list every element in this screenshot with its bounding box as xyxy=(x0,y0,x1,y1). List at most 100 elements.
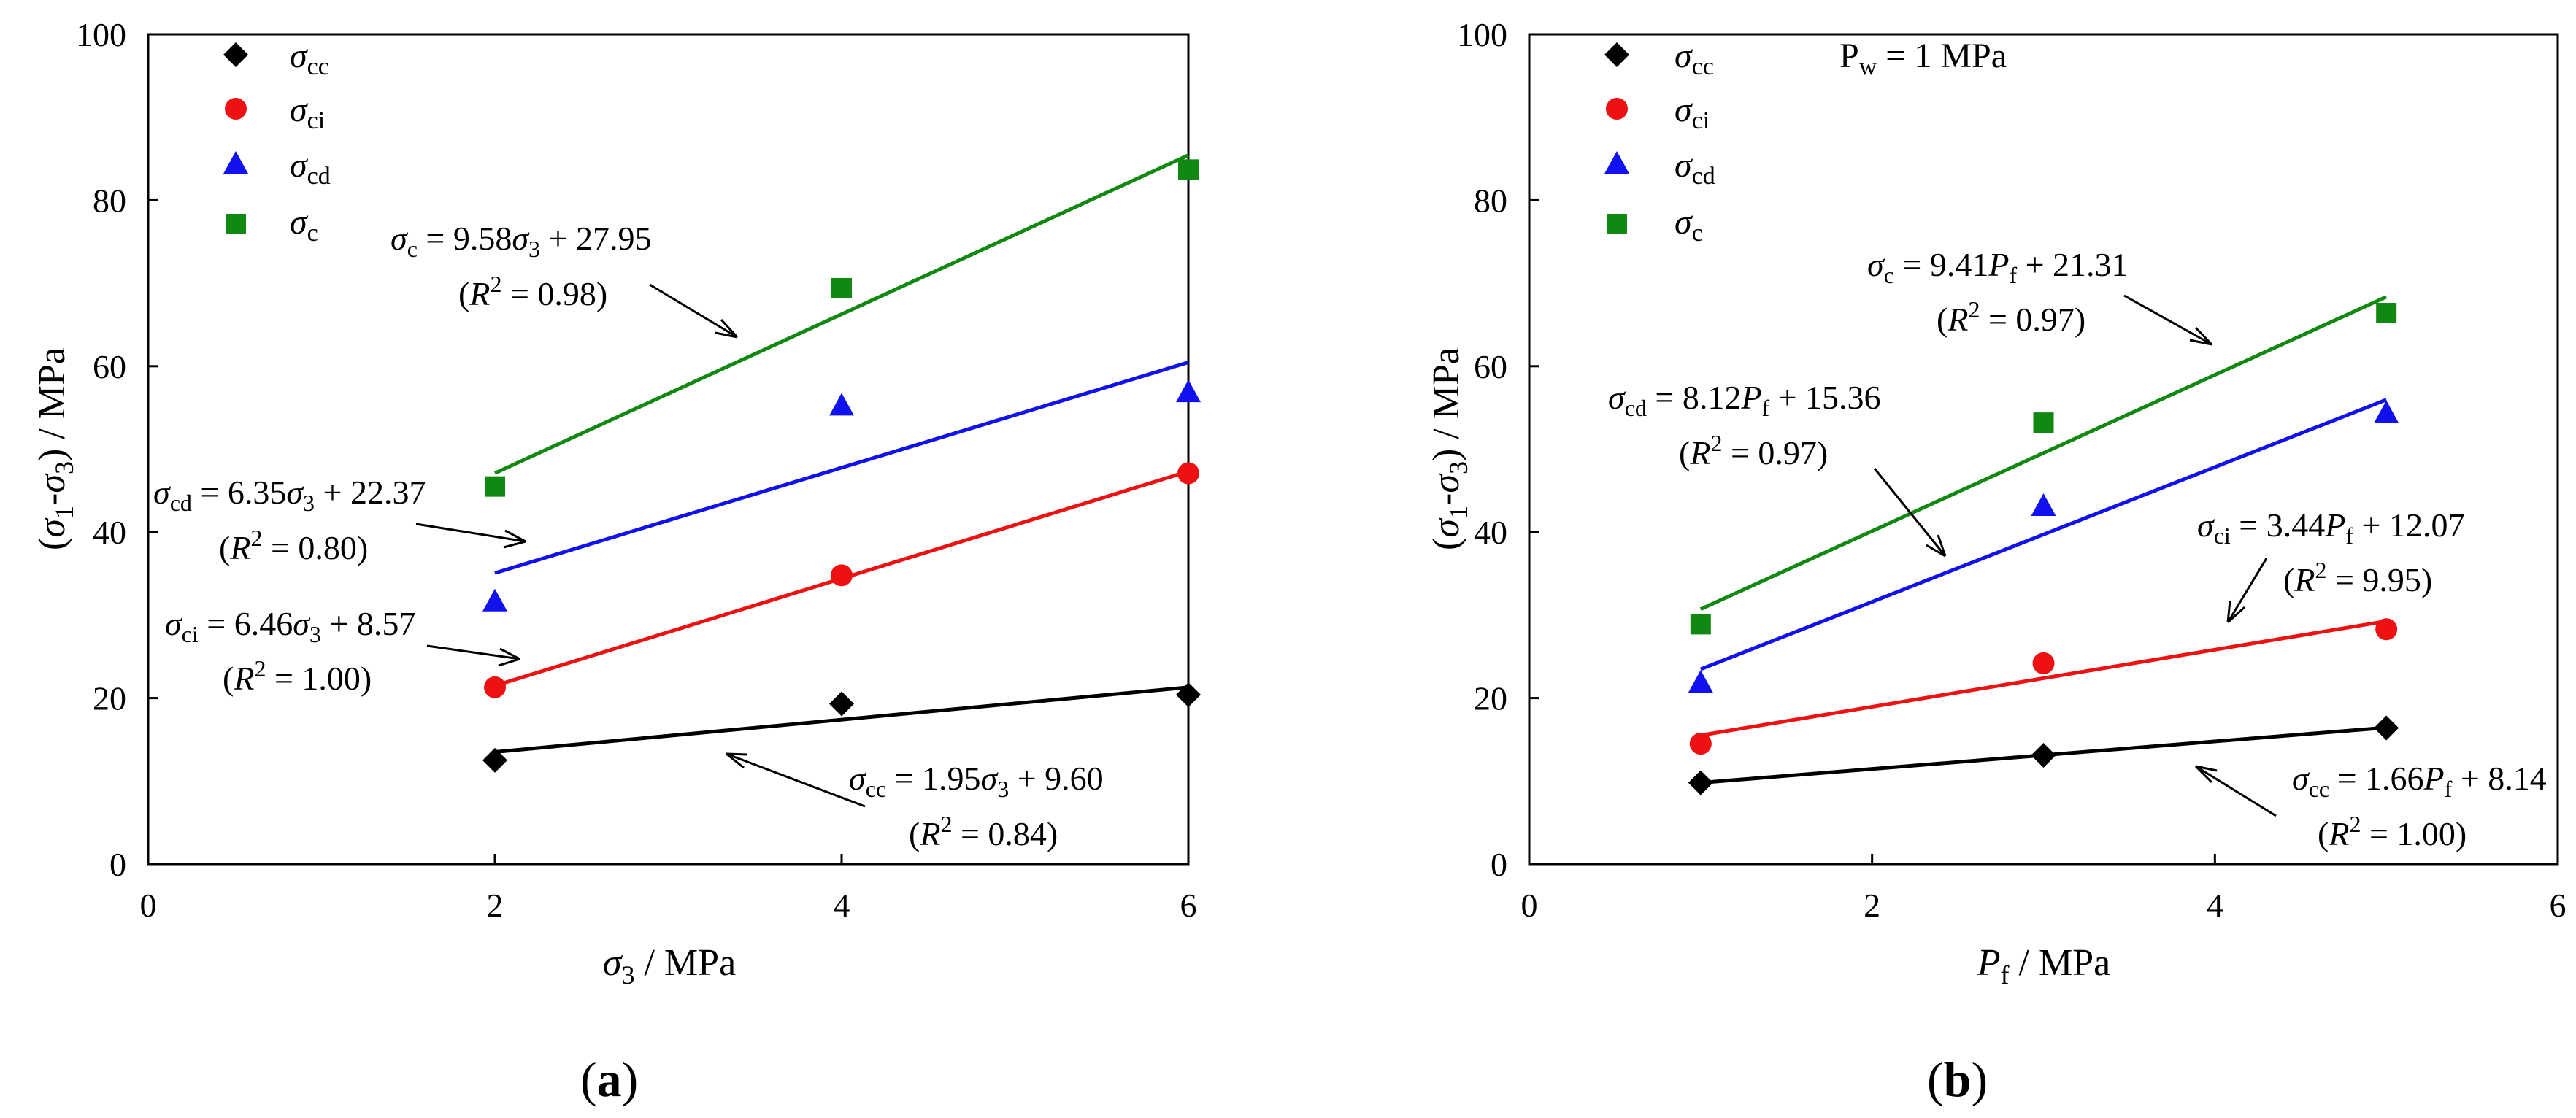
data-point-ci xyxy=(831,564,853,587)
panel-a-y-axis-title: (σ1-σ3) / MPa xyxy=(31,347,79,550)
data-point-cc xyxy=(2031,743,2056,768)
arrow-sigma-ci-b xyxy=(2226,558,2268,624)
equation-sigma-cc-a: σcc = 1.95σ3 + 9.60 xyxy=(849,760,1104,802)
fit-line-c xyxy=(1699,295,2388,611)
y-tick-label: 40 xyxy=(93,514,126,551)
data-point-cd xyxy=(829,393,854,416)
x-tick-label: 6 xyxy=(1180,887,1197,924)
arrow-sigma-ci-a xyxy=(426,644,520,667)
y-tick-label: 80 xyxy=(1474,182,1507,219)
legend-marker-circle xyxy=(1606,98,1628,120)
legend-label-sigma-cd: σcd xyxy=(1675,146,1715,190)
r2-sigma-c-a: (R2 = 0.98) xyxy=(458,271,607,312)
legend-marker-square xyxy=(1607,214,1627,234)
y-tick-label: 40 xyxy=(1474,514,1507,551)
y-tick-label: 0 xyxy=(1491,846,1507,883)
panel-b-x-axis-title: Pf / MPa xyxy=(1977,942,2110,990)
x-tick-label: 4 xyxy=(2207,887,2223,924)
x-tick-label: 0 xyxy=(1521,887,1538,924)
data-point-ci xyxy=(1177,462,1199,485)
panel-b-annotations: σc = 9.41Pf + 21.31 (R2 = 0.97) σcd = 8.… xyxy=(1608,246,2547,852)
x-tick-label: 6 xyxy=(2550,887,2567,924)
equation-sigma-ci-a: σci = 6.46σ3 + 8.57 xyxy=(165,605,415,647)
arrow-sigma-c-a xyxy=(649,283,739,339)
y-tick-label: 100 xyxy=(76,16,126,53)
data-point-cd xyxy=(482,588,507,612)
panel-a-annotations: σc = 9.58σ3 + 27.95 (R2 = 0.98) σcd = 6.… xyxy=(153,220,1104,852)
data-point-c xyxy=(2376,303,2397,324)
panel-a-legend: σcc σci σcd σc xyxy=(223,36,331,247)
fit-line-ci xyxy=(1700,619,2387,738)
r2-sigma-cd-b: (R2 = 0.97) xyxy=(1679,430,1828,471)
y-tick-label: 0 xyxy=(109,846,126,883)
data-point-cd xyxy=(2374,400,2399,423)
panel-b-legend: σcc σci σcd σc xyxy=(1604,36,1715,247)
panel-a-ticks xyxy=(147,33,1190,866)
data-point-cd xyxy=(1176,379,1201,403)
y-tick-label: 100 xyxy=(1457,16,1507,53)
panel-b-plot-frame xyxy=(1528,33,2559,866)
data-point-cc xyxy=(482,747,507,773)
y-tick-label: 20 xyxy=(1474,680,1507,717)
fit-line-cc xyxy=(494,685,1189,754)
equation-sigma-cc-b: σcc = 1.66Pf + 8.14 xyxy=(2292,760,2547,802)
panel-b-ticks xyxy=(1528,33,2559,866)
y-tick-label: 80 xyxy=(93,182,126,219)
data-point-cc xyxy=(1688,770,1713,795)
legend-marker-square xyxy=(226,214,246,234)
legend-label-sigma-c: σc xyxy=(1675,203,1703,247)
data-point-cd xyxy=(1688,670,1713,693)
data-point-c xyxy=(831,277,852,298)
panel-a-plot-frame xyxy=(147,33,1190,866)
data-point-c xyxy=(1178,159,1199,180)
legend-marker-triangle xyxy=(223,151,248,174)
x-tick-label: 0 xyxy=(140,887,157,924)
legend-label-sigma-ci: σci xyxy=(1675,90,1710,134)
data-point-cd xyxy=(2031,493,2056,516)
legend-marker-triangle xyxy=(1604,151,1629,174)
r2-sigma-c-b: (R2 = 0.97) xyxy=(1937,296,2085,338)
data-point-ci xyxy=(1689,733,1712,755)
r2-sigma-ci-b: (R2 = 9.95) xyxy=(2283,557,2432,598)
fit-line-cd xyxy=(494,361,1189,575)
fit-line-cd xyxy=(1699,398,2388,671)
data-point-cc xyxy=(829,691,854,717)
x-tick-label: 4 xyxy=(834,887,850,924)
data-point-cc xyxy=(2374,715,2399,741)
r2-sigma-cc-b: (R2 = 1.00) xyxy=(2318,811,2467,852)
y-tick-label: 20 xyxy=(93,680,126,717)
legend-marker-diamond xyxy=(1604,42,1629,67)
data-point-c xyxy=(485,476,505,497)
equation-sigma-cd-a: σcd = 6.35σ3 + 22.37 xyxy=(153,474,426,516)
equation-sigma-c-a: σc = 9.58σ3 + 27.95 xyxy=(391,220,651,262)
data-point-ci xyxy=(2375,618,2398,641)
panel-b-data-points xyxy=(1688,303,2399,795)
legend-label-sigma-cc: σcc xyxy=(290,36,329,80)
data-point-c xyxy=(1690,614,1711,635)
condition-note: Pw = 1 MPa xyxy=(1839,36,2007,80)
arrow-sigma-cc-a xyxy=(726,752,866,808)
data-point-ci xyxy=(2032,652,2055,674)
legend-marker-diamond xyxy=(223,42,248,67)
arrow-sigma-c-b xyxy=(2123,294,2213,346)
arrow-sigma-cc-b xyxy=(2194,765,2277,817)
legend-label-sigma-ci: σci xyxy=(290,90,325,134)
arrow-sigma-cd-a xyxy=(415,523,526,549)
r2-sigma-ci-a: (R2 = 1.00) xyxy=(223,655,372,697)
r2-sigma-cc-a: (R2 = 0.84) xyxy=(909,811,1058,852)
legend-label-sigma-cc: σcc xyxy=(1675,36,1714,80)
r2-sigma-cd-a: (R2 = 0.80) xyxy=(219,525,368,566)
equation-sigma-ci-b: σci = 3.44Pf + 12.07 xyxy=(2197,506,2464,549)
y-tick-label: 60 xyxy=(93,348,126,385)
panel-b-label: (b) xyxy=(1927,1052,1988,1107)
arrow-sigma-cd-b xyxy=(1873,468,1947,558)
fit-line-c xyxy=(493,153,1190,475)
data-point-ci xyxy=(484,676,506,698)
panel-b-y-axis-title: (σ1-σ3) / MPa xyxy=(1426,347,1473,550)
equation-sigma-cd-b: σcd = 8.12Pf + 15.36 xyxy=(1608,379,1881,421)
